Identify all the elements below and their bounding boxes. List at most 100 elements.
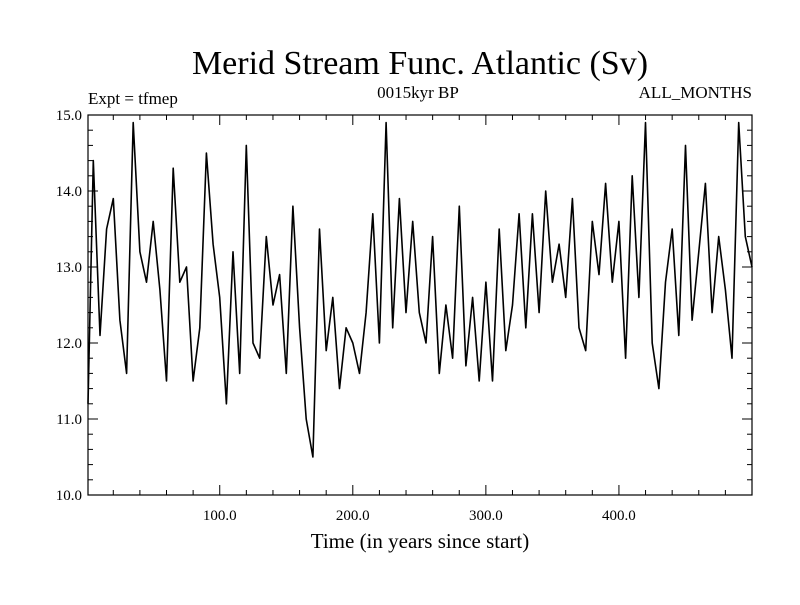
experiment-label: Expt = tfmep [88,89,178,108]
y-tick-label: 13.0 [56,260,82,276]
data-point [272,304,274,306]
data-point [744,236,746,238]
data-point [126,372,128,374]
data-point [265,236,267,238]
data-point [292,205,294,207]
data-point [512,304,514,306]
data-point [438,372,440,374]
data-point [452,357,454,359]
data-point [645,122,647,124]
x-tick-label: 200.0 [336,508,370,524]
data-point [205,152,207,154]
data-point [691,319,693,321]
data-point [718,236,720,238]
data-point [392,327,394,329]
data-point [538,312,540,314]
data-point [299,327,301,329]
data-point [219,296,221,298]
data-point [472,296,474,298]
data-point [638,296,640,298]
data-point [611,281,613,283]
data-point [724,289,726,291]
data-point [305,418,307,420]
data-point [199,327,201,329]
data-point [485,281,487,283]
data-point [598,274,600,276]
data-point [591,220,593,222]
data-point [212,243,214,245]
data-point [359,372,361,374]
data-point [398,198,400,200]
data-point [738,122,740,124]
data-point [445,304,447,306]
data-point [751,266,753,268]
x-tick-label: 400.0 [602,508,636,524]
data-point [312,456,314,458]
data-point [525,327,527,329]
data-point [166,380,168,382]
series-line [87,121,753,458]
data-point [119,319,121,321]
data-point [352,342,354,344]
y-tick-label: 14.0 [56,184,82,200]
data-point [192,380,194,382]
data-point [325,350,327,352]
data-point [252,342,254,344]
data-point [339,388,341,390]
data-point [458,205,460,207]
data-point [152,220,154,222]
data-point [87,403,89,405]
data-point [245,144,247,146]
data-point [99,334,101,336]
y-tick-label: 12.0 [56,336,82,352]
data-point [558,243,560,245]
data-point [678,334,680,336]
data-point [578,327,580,329]
chart-title: Merid Stream Func. Atlantic (Sv) [192,45,648,82]
data-point [259,357,261,359]
data-point [345,327,347,329]
data-point [92,160,94,162]
data-point [418,312,420,314]
data-point [146,281,148,283]
data-point [545,190,547,192]
data-point [731,357,733,359]
data-point [378,342,380,344]
data-point [571,198,573,200]
data-point [671,228,673,230]
data-point [465,365,467,367]
data-point [432,236,434,238]
data-point [425,342,427,344]
y-tick-label: 15.0 [56,108,82,124]
data-point [179,281,181,283]
data-points [87,122,753,458]
data-point [665,281,667,283]
axis-tick-labels: 100.0 200.0 300.0 400.0 10.0 11.0 12.0 13.0 14.0… [56,108,636,524]
data-point [106,228,108,230]
y-tick-label: 11.0 [56,412,82,428]
data-point [385,122,387,124]
data-point [492,380,494,382]
data-point [565,296,567,298]
data-point [551,281,553,283]
data-point [531,213,533,215]
data-point [332,296,334,298]
data-point [225,403,227,405]
data-point [239,372,241,374]
data-point [651,342,653,344]
data-point [585,350,587,352]
data-point [112,198,114,200]
data-point [159,289,161,291]
data-point [186,266,188,268]
y-tick-label: 10.0 [56,488,82,504]
data-point [711,312,713,314]
data-point [279,274,281,276]
data-point [412,220,414,222]
data-point [372,213,374,215]
data-point [405,312,407,314]
x-tick-label: 300.0 [469,508,503,524]
chart-subtitle: 0015kyr BP [377,83,459,102]
data-point [365,312,367,314]
data-point [631,175,633,177]
